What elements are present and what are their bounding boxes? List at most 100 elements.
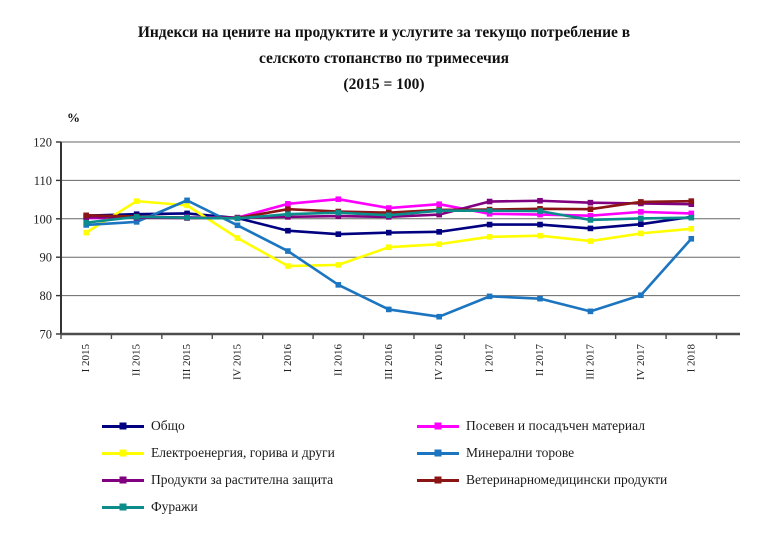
legend-marker-icon	[417, 422, 459, 429]
series-marker	[688, 225, 695, 232]
legend-marker-icon	[102, 422, 144, 429]
series-marker	[587, 206, 594, 212]
series-marker	[537, 197, 543, 204]
series-marker	[537, 211, 543, 218]
chart-title-line-3: (2015 = 100)	[343, 76, 425, 93]
series-marker	[486, 211, 493, 217]
legend-marker-icon	[102, 476, 144, 483]
series-marker	[234, 215, 241, 222]
series-marker	[587, 217, 594, 223]
series-marker	[285, 201, 291, 207]
x-tick-label: IV 2016	[433, 344, 445, 381]
series-marker	[688, 201, 695, 208]
legend-square	[434, 476, 442, 483]
legend-marker-icon	[417, 449, 459, 456]
series-3	[83, 197, 695, 320]
legend-item-1: Посевен и посадъчен материал	[415, 412, 667, 439]
y-tick-label: 120	[33, 136, 52, 150]
series-marker	[688, 210, 695, 217]
x-tick-label: I 2018	[685, 344, 697, 373]
series-marker	[184, 202, 190, 209]
chart-title: Индекси на цените на продуктите и услуги…	[0, 20, 768, 98]
series-marker	[486, 198, 493, 205]
series-marker	[587, 212, 594, 219]
series-6	[83, 207, 695, 226]
series-marker	[234, 235, 241, 241]
y-tick-label: 110	[34, 174, 52, 188]
series-marker	[184, 214, 190, 221]
series-marker	[83, 229, 90, 236]
series-marker	[638, 199, 644, 205]
legend-square	[434, 449, 442, 456]
legend-square	[119, 449, 127, 456]
series-marker	[587, 238, 594, 244]
series-marker	[587, 308, 594, 315]
series-marker	[234, 222, 241, 229]
series-marker	[184, 197, 190, 204]
legend-marker-icon	[417, 476, 459, 483]
series-marker	[335, 213, 342, 219]
legend-label: Продукти за растителна защита	[151, 471, 334, 487]
x-tick-label: I 2015	[80, 344, 92, 373]
x-tick-label: I 2017	[484, 344, 496, 373]
series-marker	[486, 207, 493, 214]
legend-label: Ветеринарномедицински продукти	[466, 471, 668, 487]
series-marker	[436, 211, 442, 218]
x-tick-label: III 2016	[383, 344, 395, 380]
series-marker	[133, 214, 140, 220]
series-marker	[638, 221, 644, 227]
series-marker	[285, 263, 291, 269]
series-marker	[587, 225, 594, 232]
series-marker	[436, 241, 442, 247]
series-marker	[83, 212, 90, 219]
legend-marker-icon	[102, 503, 144, 510]
y-tick-label: 80	[40, 289, 53, 303]
legend-item-2: Електроенергия, горива и други	[100, 439, 335, 466]
series-marker	[436, 207, 442, 214]
x-tick-label: III 2015	[181, 344, 193, 380]
series-marker	[385, 306, 392, 313]
series-marker	[537, 208, 543, 214]
chart-title-line-2: селското стопанство по тримесечия	[258, 50, 510, 67]
legend-label: Минерални торове	[466, 444, 575, 460]
legend-label: Общо	[151, 417, 185, 433]
x-tick-label: I 2016	[282, 344, 294, 373]
series-marker	[638, 292, 644, 299]
series-marker	[285, 248, 291, 254]
legend-square	[434, 422, 442, 429]
legend-square	[119, 503, 127, 510]
series-marker	[285, 211, 291, 217]
series-marker	[335, 262, 342, 268]
series-marker	[688, 198, 695, 204]
legend-item-5: Ветеринарномедицински продукти	[415, 466, 667, 493]
legend-label: Електроенергия, горива и други	[151, 444, 335, 460]
series-marker	[486, 221, 493, 228]
series-marker	[335, 282, 342, 288]
legend-item-4: Продукти за растителна защита	[100, 466, 335, 493]
series-marker	[335, 209, 342, 216]
y-tick-label: 70	[40, 328, 53, 342]
series-marker	[537, 295, 543, 302]
legend-item-0: Общо	[100, 412, 335, 439]
x-tick-label: IV 2017	[635, 344, 647, 381]
series-marker	[285, 227, 291, 234]
legend-marker-icon	[102, 449, 144, 456]
legend-square	[119, 422, 127, 429]
series-marker	[587, 199, 594, 206]
series-marker	[285, 206, 291, 212]
series-marker	[436, 313, 442, 320]
series-marker	[486, 234, 493, 240]
legend-label: Фуражи	[151, 498, 198, 514]
chart-title-line-1: Индекси на цените на продуктите и услуги…	[137, 24, 631, 41]
series-marker	[184, 210, 190, 217]
series-marker	[385, 229, 392, 236]
series-marker	[385, 205, 392, 211]
series-marker	[688, 214, 695, 221]
series-marker	[385, 244, 392, 251]
series-marker	[133, 198, 140, 204]
series-marker	[83, 219, 90, 226]
y-tick-label: 100	[33, 212, 52, 226]
series-marker	[638, 230, 644, 237]
series-marker	[688, 235, 695, 242]
